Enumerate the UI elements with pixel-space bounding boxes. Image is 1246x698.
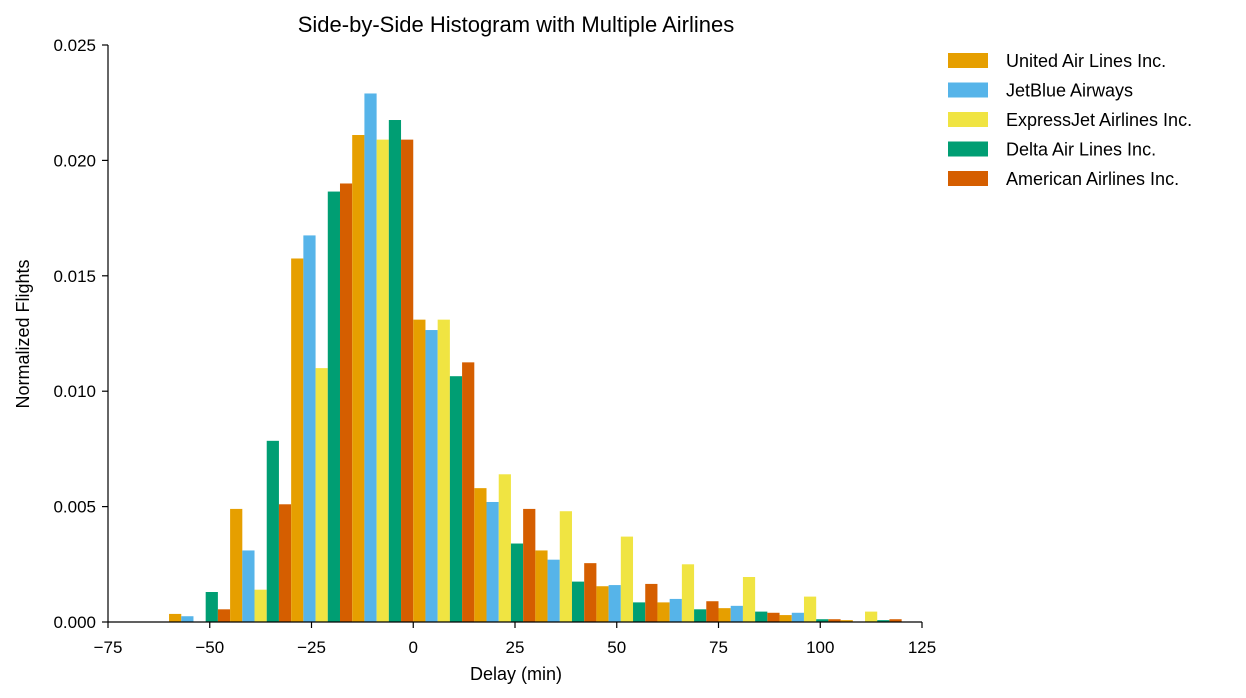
- bar: [474, 488, 487, 622]
- bar: [217, 609, 231, 622]
- bar: [694, 609, 707, 622]
- bar: [730, 605, 743, 622]
- bar: [889, 619, 902, 622]
- bar: [352, 135, 365, 622]
- bar: [181, 616, 194, 622]
- bar: [767, 612, 780, 622]
- bar: [437, 319, 450, 622]
- bar: [718, 608, 731, 622]
- bar: [645, 583, 658, 622]
- legend-label: Delta Air Lines Inc.: [1006, 140, 1156, 160]
- bar: [388, 120, 402, 622]
- x-tick-label: 125: [908, 638, 936, 657]
- bar: [291, 258, 304, 622]
- bar: [620, 536, 634, 622]
- bar: [278, 504, 292, 622]
- bar: [779, 615, 792, 622]
- bar: [449, 376, 463, 622]
- x-tick-label: 0: [409, 638, 418, 657]
- bar: [681, 564, 695, 622]
- y-tick-label: 0.020: [53, 151, 96, 170]
- legend-swatch: [948, 141, 988, 157]
- y-axis-label: Normalized Flights: [13, 259, 33, 408]
- bar: [462, 362, 475, 622]
- bar: [791, 612, 804, 622]
- x-axis-label: Delay (min): [470, 664, 562, 684]
- y-tick-label: 0.010: [53, 382, 96, 401]
- legend-label: American Airlines Inc.: [1006, 169, 1179, 189]
- x-tick-label: 50: [607, 638, 626, 657]
- bar: [510, 543, 524, 622]
- bar: [498, 474, 511, 622]
- x-tick-label: −75: [94, 638, 123, 657]
- bar: [657, 602, 670, 622]
- legend-label: ExpressJet Airlines Inc.: [1006, 110, 1192, 130]
- bar: [559, 511, 572, 622]
- bar: [230, 508, 243, 622]
- bar: [608, 585, 621, 622]
- bar: [315, 368, 328, 622]
- x-tick-label: −25: [297, 638, 326, 657]
- bar: [169, 613, 182, 622]
- legend-label: JetBlue Airways: [1006, 81, 1133, 101]
- bar: [840, 620, 853, 622]
- legend-swatch: [948, 53, 988, 68]
- bar: [816, 619, 829, 622]
- bar: [596, 586, 609, 622]
- bar: [706, 601, 719, 622]
- bar: [803, 596, 817, 622]
- bar: [376, 139, 389, 622]
- y-tick-label: 0.015: [53, 267, 96, 286]
- bar: [877, 620, 890, 622]
- x-tick-label: 75: [709, 638, 728, 657]
- chart-title: Side-by-Side Histogram with Multiple Air…: [298, 12, 735, 37]
- bar: [523, 508, 536, 622]
- bar: [303, 235, 316, 622]
- bar: [266, 440, 279, 622]
- bar: [584, 563, 597, 622]
- bar: [401, 139, 414, 622]
- y-tick-label: 0.005: [53, 498, 96, 517]
- bar: [242, 550, 255, 622]
- y-ticks: 0.000 0.005 0.010 0.015 0.020 0.025: [53, 36, 108, 632]
- bar: [669, 598, 682, 622]
- bar: [413, 319, 426, 622]
- legend-swatch: [948, 112, 988, 127]
- bar: [865, 611, 878, 622]
- legend-label: United Air Lines Inc.: [1006, 51, 1166, 71]
- bar: [755, 611, 768, 622]
- bar: [486, 501, 499, 622]
- legend: United Air Lines Inc. JetBlue Airways Expr…: [948, 51, 1192, 189]
- bar: [339, 183, 353, 623]
- x-tick-label: 25: [506, 638, 525, 657]
- bar: [425, 330, 438, 622]
- bar: [828, 619, 841, 622]
- bar: [327, 191, 340, 622]
- legend-swatch: [948, 171, 988, 186]
- y-tick-label: 0.000: [53, 613, 96, 632]
- bar: [205, 592, 218, 622]
- x-tick-label: −50: [195, 638, 224, 657]
- bar: [633, 602, 646, 622]
- bar: [254, 589, 267, 622]
- legend-swatch: [948, 82, 988, 98]
- bar: [535, 550, 548, 622]
- y-tick-label: 0.025: [53, 36, 96, 55]
- bar: [571, 581, 585, 622]
- bar: [547, 559, 560, 622]
- x-tick-label: 100: [806, 638, 834, 657]
- x-ticks: −75 −50 −25 0 25 50 75 100 125: [94, 622, 936, 657]
- bars-group: [169, 93, 902, 623]
- bar: [364, 93, 377, 623]
- bar: [742, 576, 756, 622]
